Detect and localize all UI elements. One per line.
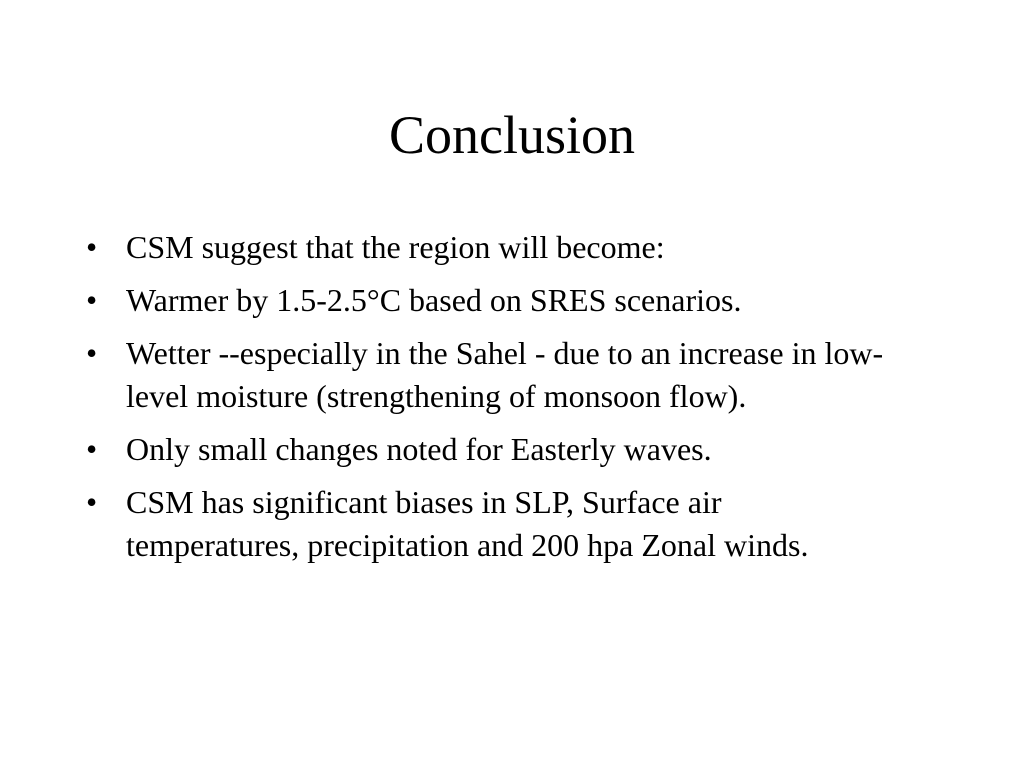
- bullet-marker: •: [86, 229, 98, 265]
- bullet-text: CSM suggest that the region will become:: [126, 229, 665, 265]
- bullet-list: • CSM suggest that the region will become…: [0, 226, 898, 577]
- bullet-text: CSM has significant biases in SLP, Surfa…: [126, 484, 809, 563]
- bullet-item: • Only small changes noted for Easterly w…: [0, 428, 898, 471]
- bullet-marker: •: [86, 431, 98, 467]
- bullet-marker: •: [86, 282, 98, 318]
- slide-title: Conclusion: [388, 105, 635, 165]
- bullet-item: • CSM suggest that the region will become…: [0, 226, 898, 269]
- bullet-text: Wetter --especially in the Sahel - due t…: [126, 335, 884, 414]
- bullet-item: • Wetter --especially in the Sahel - due …: [0, 332, 898, 418]
- bullet-marker: •: [86, 484, 98, 520]
- bullet-text: Warmer by 1.5-2.5°C based on SRES scenar…: [126, 282, 742, 318]
- bullet-marker: •: [86, 335, 98, 371]
- bullet-text: Only small changes noted for Easterly wa…: [126, 431, 712, 467]
- bullet-item: • Warmer by 1.5-2.5°C based on SRES scena…: [0, 279, 898, 322]
- bullet-item: • CSM has significant biases in SLP, Surf…: [0, 481, 898, 567]
